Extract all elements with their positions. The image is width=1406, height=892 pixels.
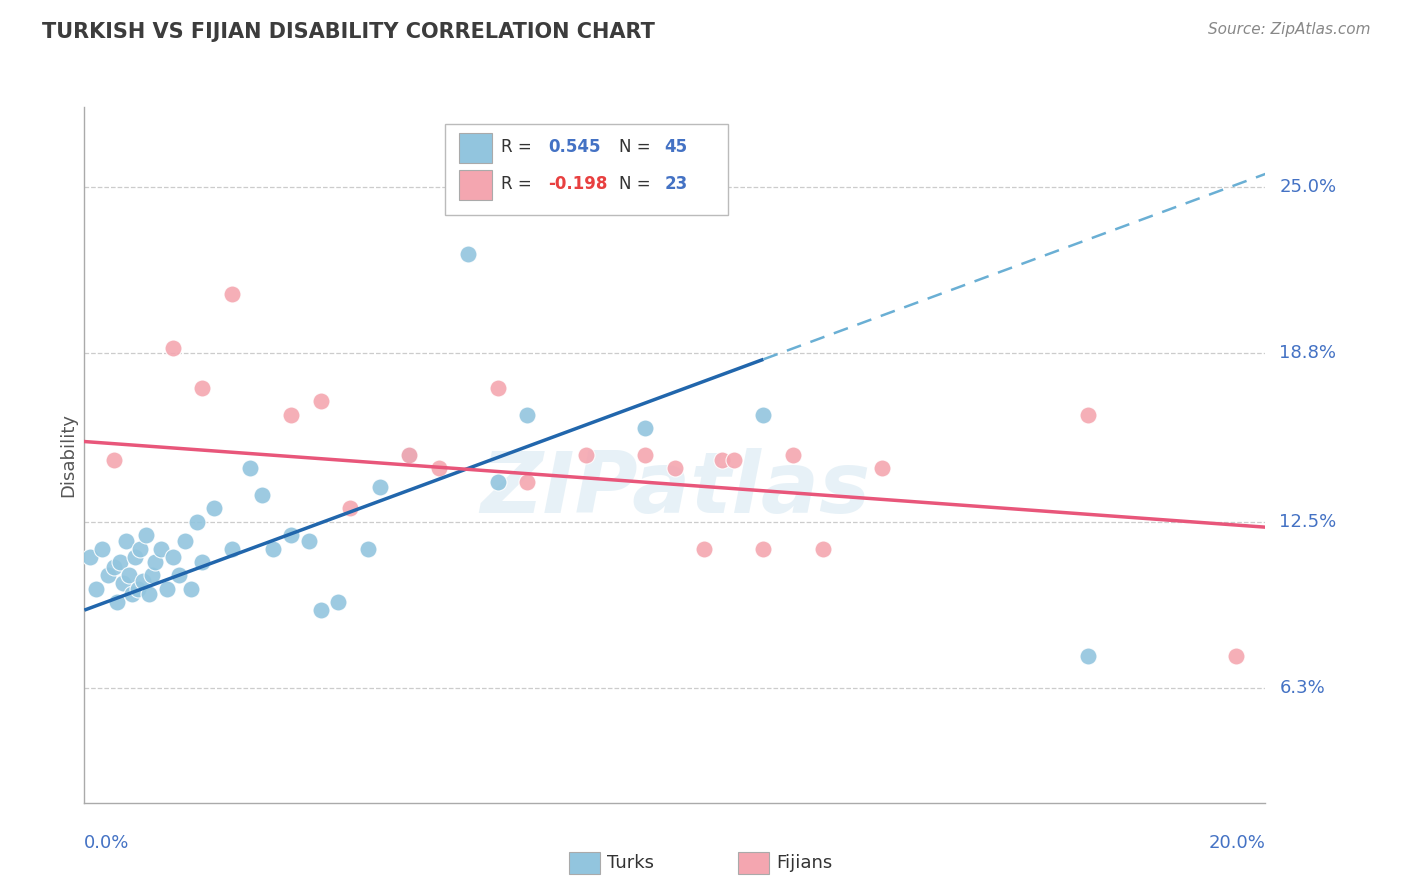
- Text: R =: R =: [502, 175, 537, 194]
- Point: [357, 541, 380, 556]
- Point: [121, 587, 143, 601]
- Point: [103, 560, 125, 574]
- Point: [752, 408, 775, 422]
- Point: [693, 541, 716, 556]
- Point: [150, 541, 173, 556]
- Point: [711, 453, 734, 467]
- Point: [108, 555, 131, 569]
- Point: [138, 587, 160, 601]
- Point: [221, 287, 243, 301]
- Point: [105, 595, 128, 609]
- Point: [141, 568, 163, 582]
- Point: [339, 501, 361, 516]
- Point: [191, 555, 214, 569]
- Text: Source: ZipAtlas.com: Source: ZipAtlas.com: [1208, 22, 1371, 37]
- Point: [1077, 408, 1099, 422]
- Point: [575, 448, 598, 462]
- Point: [135, 528, 157, 542]
- Point: [84, 582, 107, 596]
- Point: [156, 582, 179, 596]
- Text: R =: R =: [502, 138, 537, 156]
- Text: N =: N =: [620, 138, 657, 156]
- Text: 0.0%: 0.0%: [84, 834, 129, 852]
- Point: [127, 582, 149, 596]
- Text: 25.0%: 25.0%: [1279, 178, 1337, 196]
- Point: [262, 541, 284, 556]
- Bar: [444, 124, 728, 215]
- Point: [79, 549, 101, 564]
- Point: [1225, 648, 1247, 663]
- Point: [91, 541, 114, 556]
- Point: [202, 501, 225, 516]
- Point: [309, 394, 332, 409]
- Point: [298, 533, 321, 548]
- Point: [97, 568, 120, 582]
- Point: [143, 555, 166, 569]
- Text: 20.0%: 20.0%: [1209, 834, 1265, 852]
- Point: [186, 515, 208, 529]
- Text: -0.198: -0.198: [548, 175, 607, 194]
- Point: [124, 549, 146, 564]
- Text: Fijians: Fijians: [776, 855, 832, 872]
- Point: [250, 488, 273, 502]
- Point: [1077, 648, 1099, 663]
- Point: [280, 528, 302, 542]
- Point: [328, 595, 350, 609]
- Point: [162, 341, 184, 355]
- Text: 12.5%: 12.5%: [1279, 513, 1337, 531]
- Point: [811, 541, 834, 556]
- Point: [221, 541, 243, 556]
- Text: 0.545: 0.545: [548, 138, 600, 156]
- Point: [111, 576, 134, 591]
- Point: [723, 453, 745, 467]
- Bar: [458, 134, 492, 162]
- Point: [132, 574, 155, 588]
- Point: [634, 448, 657, 462]
- Point: [427, 461, 450, 475]
- Point: [457, 247, 479, 261]
- Point: [398, 448, 420, 462]
- Bar: [458, 170, 492, 200]
- Text: 18.8%: 18.8%: [1279, 344, 1337, 362]
- Point: [114, 533, 136, 548]
- Point: [752, 541, 775, 556]
- Y-axis label: Disability: Disability: [59, 413, 77, 497]
- Text: TURKISH VS FIJIAN DISABILITY CORRELATION CHART: TURKISH VS FIJIAN DISABILITY CORRELATION…: [42, 22, 655, 42]
- Point: [191, 381, 214, 395]
- Point: [129, 541, 152, 556]
- Point: [162, 549, 184, 564]
- Point: [782, 448, 804, 462]
- Point: [239, 461, 262, 475]
- Point: [309, 603, 332, 617]
- Point: [180, 582, 202, 596]
- Text: Turks: Turks: [607, 855, 654, 872]
- Point: [280, 408, 302, 422]
- Point: [870, 461, 893, 475]
- Point: [118, 568, 141, 582]
- Point: [173, 533, 195, 548]
- Point: [516, 475, 538, 489]
- Point: [634, 421, 657, 435]
- Text: 45: 45: [664, 138, 688, 156]
- Text: N =: N =: [620, 175, 657, 194]
- Point: [368, 480, 391, 494]
- Text: 6.3%: 6.3%: [1279, 679, 1326, 697]
- Point: [398, 448, 420, 462]
- Point: [664, 461, 686, 475]
- Point: [167, 568, 190, 582]
- Point: [486, 475, 509, 489]
- Text: 23: 23: [664, 175, 688, 194]
- Point: [516, 408, 538, 422]
- Text: ZIPatlas: ZIPatlas: [479, 448, 870, 532]
- Point: [103, 453, 125, 467]
- Point: [486, 381, 509, 395]
